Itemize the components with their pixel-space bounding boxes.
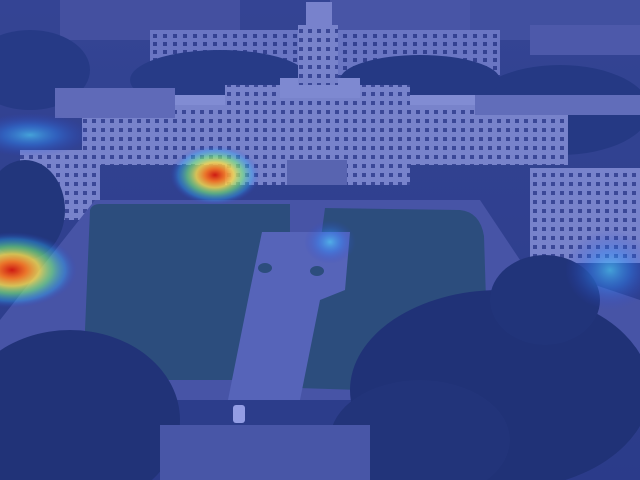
right-building-hotspot — [565, 230, 640, 310]
car — [233, 405, 245, 423]
entrance-hotspot — [170, 145, 260, 205]
left-edge-hotspot — [0, 232, 77, 308]
south-gate — [160, 425, 370, 480]
heatmap-hotspots — [0, 113, 640, 310]
left-lawn — [85, 204, 290, 380]
plaza-center-hotspot — [304, 220, 356, 264]
foreground-trees — [0, 160, 640, 480]
left-top-hotspot — [0, 113, 90, 157]
